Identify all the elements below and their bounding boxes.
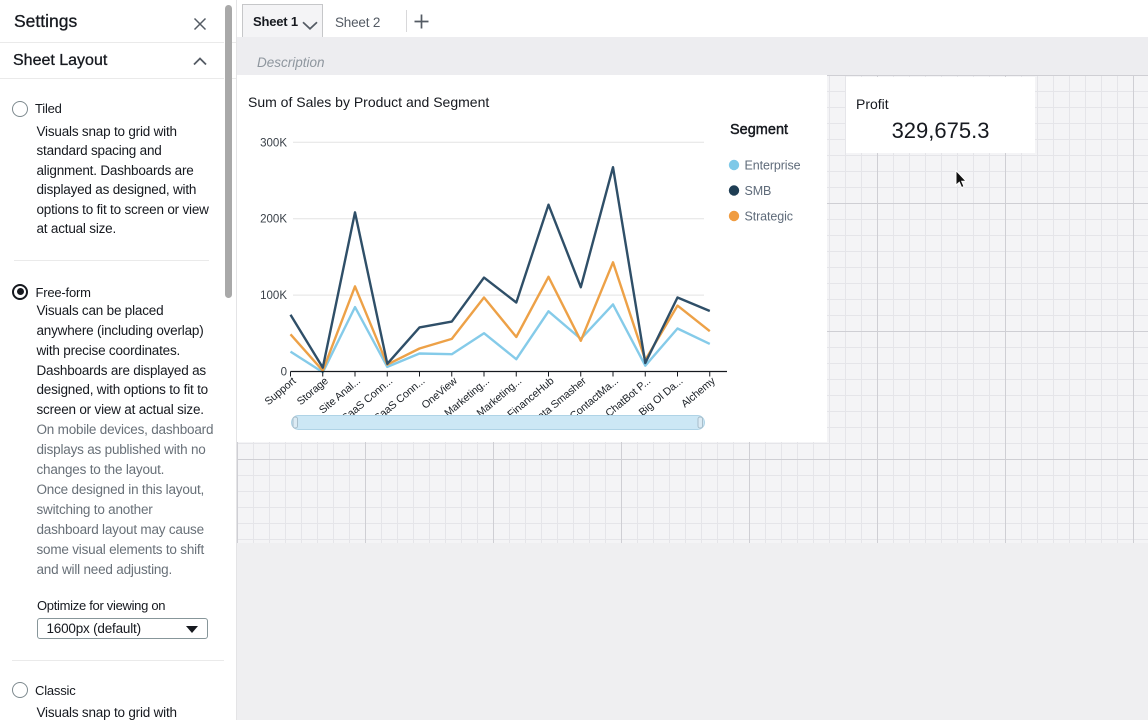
svg-text:Enterprise: Enterprise: [745, 158, 801, 172]
svg-text:SMB: SMB: [745, 184, 772, 198]
svg-text:Support: Support: [263, 375, 299, 408]
svg-text:0: 0: [281, 367, 287, 379]
svg-text:Segment: Segment: [730, 122, 788, 138]
svg-text:Alchemy: Alchemy: [679, 375, 718, 411]
svg-text:100K: 100K: [260, 290, 287, 302]
svg-text:Strategic: Strategic: [745, 209, 793, 223]
svg-text:200K: 200K: [260, 214, 287, 226]
svg-text:300K: 300K: [260, 137, 287, 149]
